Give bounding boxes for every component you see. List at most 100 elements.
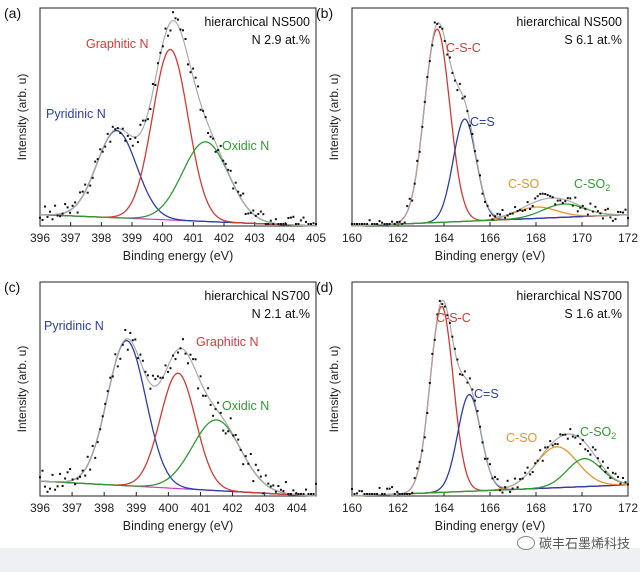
data-point (154, 378, 157, 381)
data-point (541, 192, 544, 195)
data-point (249, 453, 252, 455)
data-point (99, 428, 102, 431)
data-point (237, 438, 240, 441)
data-point (574, 436, 577, 439)
data-point (229, 417, 232, 420)
data-point (551, 444, 554, 447)
data-point (494, 475, 496, 478)
peak-label: Graphitic N (86, 37, 149, 51)
data-point (599, 212, 602, 215)
data-point (413, 182, 416, 185)
data-point (534, 462, 537, 465)
data-point (561, 433, 564, 436)
data-point (264, 223, 267, 225)
data-point (76, 211, 79, 214)
data-point (536, 459, 539, 462)
data-point (521, 210, 524, 212)
data-point (388, 223, 391, 225)
data-point (381, 221, 384, 224)
data-point (441, 27, 444, 30)
data-point (559, 199, 562, 202)
xps-panel-1: 396 397 398 399 400 401 402 403 404 405 Binding en… (4, 5, 326, 263)
data-point (373, 223, 376, 225)
data-point (229, 169, 232, 172)
panel-label: (a) (4, 5, 21, 21)
data-point (64, 477, 67, 480)
data-point (356, 223, 358, 225)
data-point (254, 214, 257, 217)
data-point (239, 448, 242, 451)
data-point (421, 125, 424, 128)
x-tick-label: 162 (388, 231, 408, 245)
data-point (448, 56, 451, 59)
data-point (131, 339, 134, 342)
data-point (146, 374, 149, 377)
data-point (501, 491, 504, 494)
data-point (601, 460, 604, 463)
x-tick-label: 400 (158, 501, 178, 515)
data-point (544, 446, 547, 449)
data-point (466, 381, 469, 384)
x-tick-label: 160 (342, 231, 362, 245)
peak-label: Graphitic N (196, 335, 259, 349)
data-point (504, 486, 507, 489)
wechat-icon (516, 535, 535, 550)
data-point (484, 200, 486, 203)
data-point (167, 34, 169, 37)
data-point (217, 401, 220, 404)
data-point (289, 493, 292, 495)
data-point (566, 437, 569, 440)
data-point (416, 467, 419, 470)
data-point (227, 430, 230, 433)
data-point (594, 205, 597, 208)
data-point (581, 439, 584, 442)
data-point (627, 483, 629, 486)
data-point (202, 109, 205, 112)
data-point (418, 460, 421, 463)
data-point (609, 477, 612, 479)
data-point (274, 218, 277, 221)
data-point (252, 209, 255, 212)
data-point (549, 195, 552, 198)
data-point (114, 128, 117, 131)
x-tick-label: 164 (434, 501, 454, 515)
data-point (111, 375, 114, 378)
data-point (524, 471, 527, 474)
data-point (418, 150, 421, 153)
data-point (353, 493, 356, 495)
data-point (269, 219, 272, 222)
data-point (408, 197, 411, 200)
data-point (596, 457, 599, 460)
data-point (51, 473, 54, 476)
data-point (217, 149, 220, 152)
peak-label: Pyridinic N (46, 107, 106, 121)
data-point (204, 394, 207, 397)
data-point (274, 490, 277, 493)
data-point (611, 219, 614, 222)
x-tick-label: 162 (388, 501, 408, 515)
peak-label: C-SO2 (580, 425, 616, 441)
data-point (202, 394, 205, 397)
data-point (219, 411, 222, 414)
data-point (44, 485, 46, 488)
data-point (576, 210, 579, 213)
data-point (406, 205, 409, 208)
panel-label: (b) (316, 5, 333, 21)
data-point (307, 223, 310, 225)
data-point (371, 493, 374, 495)
data-point (378, 486, 381, 489)
peak-curve (39, 339, 317, 497)
data-point (179, 347, 182, 350)
data-point (622, 477, 624, 479)
data-point (56, 485, 59, 488)
data-point (401, 222, 404, 225)
x-tick-label: 403 (255, 501, 275, 515)
data-point (479, 174, 481, 177)
data-point (134, 136, 137, 139)
data-point (242, 463, 245, 466)
data-points (39, 11, 317, 225)
data-point (184, 38, 187, 40)
x-tick-label: 404 (275, 231, 295, 245)
data-point (222, 159, 225, 162)
data-point (564, 200, 567, 203)
